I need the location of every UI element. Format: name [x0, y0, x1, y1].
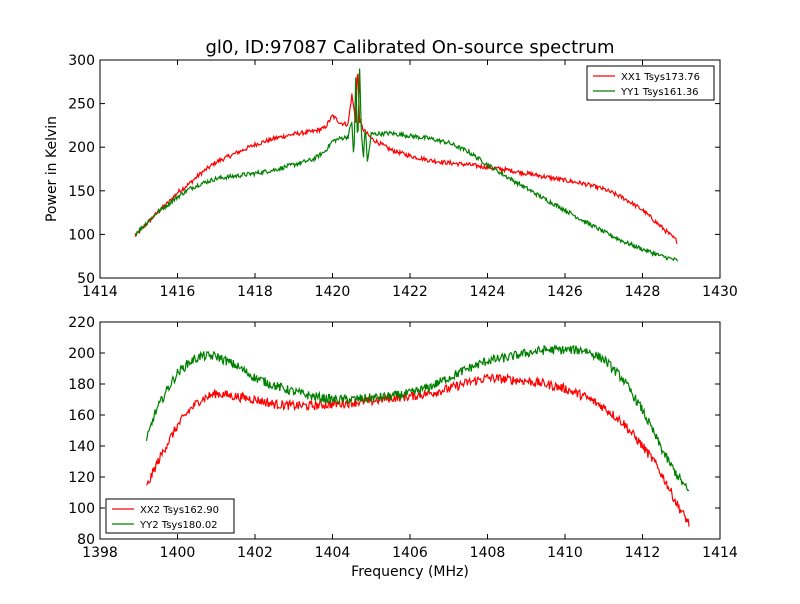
legend: XX2 Tsys162.90 YY2 Tsys180.02: [105, 498, 235, 534]
series-line-green: [134, 68, 678, 262]
series-line-red: [145, 372, 690, 527]
x-tick-label: 1400: [160, 545, 196, 561]
x-tick-label: 1410: [547, 545, 583, 561]
y-tick-label: 140: [68, 439, 95, 455]
bottom-plot-panel: 1398 1400 1402 1404 1406 1408 1410 1412 1414 80 10…: [68, 315, 738, 561]
y-tick-label: 150: [68, 184, 95, 200]
x-tick-label: 1404: [315, 545, 351, 561]
legend-label: XX1 Tsys173.76: [621, 72, 700, 83]
series-group: [145, 343, 690, 527]
x-axis-label: Frequency (MHz): [351, 564, 469, 580]
y-tick-label: 300: [68, 53, 95, 69]
legend: XX1 Tsys173.76 YY1 Tsys161.36: [586, 65, 715, 101]
y-tick-label: 50: [77, 271, 95, 287]
legend-label: XX2 Tsys162.90: [140, 505, 219, 516]
x-tick-label: 1416: [160, 284, 196, 300]
y-tick-label: 220: [68, 315, 95, 331]
y-tick-label: 250: [68, 97, 95, 113]
x-tick-label: 1406: [392, 545, 428, 561]
y-tick-label: 80: [77, 532, 95, 548]
x-tick-label: 1402: [237, 545, 273, 561]
x-tick-label: 1398: [82, 545, 118, 561]
x-tick-label: 1428: [625, 284, 661, 300]
x-tick-label: 1414: [702, 545, 738, 561]
y-tick-label: 180: [68, 377, 95, 393]
series-group: [134, 68, 678, 262]
y-tick-label: 160: [68, 408, 95, 424]
x-tick-label: 1424: [470, 284, 506, 300]
x-tick-label: 1426: [547, 284, 583, 300]
chart-title: gl0, ID:97087 Calibrated On-source spect…: [205, 37, 614, 58]
legend-label: YY2 Tsys180.02: [139, 520, 218, 531]
y-tick-label: 120: [68, 470, 95, 486]
top-plot-panel: 1414 1416 1418 1420 1422 1424 1426 1428 1430 50 10…: [68, 53, 738, 300]
x-tick-label: 1414: [82, 284, 118, 300]
legend-label: YY1 Tsys161.36: [620, 87, 699, 98]
y-tick-label: 200: [68, 140, 95, 156]
x-tick-label: 1412: [625, 545, 661, 561]
y-tick-label: 100: [68, 501, 95, 517]
x-tick-label: 1408: [470, 545, 506, 561]
y-tick-label: 100: [68, 227, 95, 243]
legend-box: [105, 498, 235, 534]
legend-box: [586, 65, 715, 101]
y-tick-label: 200: [68, 346, 95, 362]
x-tick-label: 1422: [392, 284, 428, 300]
x-tick-label: 1420: [315, 284, 351, 300]
x-tick-label: 1430: [702, 284, 738, 300]
y-axis-label: Power in Kelvin: [44, 116, 60, 222]
series-line-red: [134, 72, 678, 244]
x-tick-label: 1418: [237, 284, 273, 300]
series-line-green: [145, 343, 690, 492]
